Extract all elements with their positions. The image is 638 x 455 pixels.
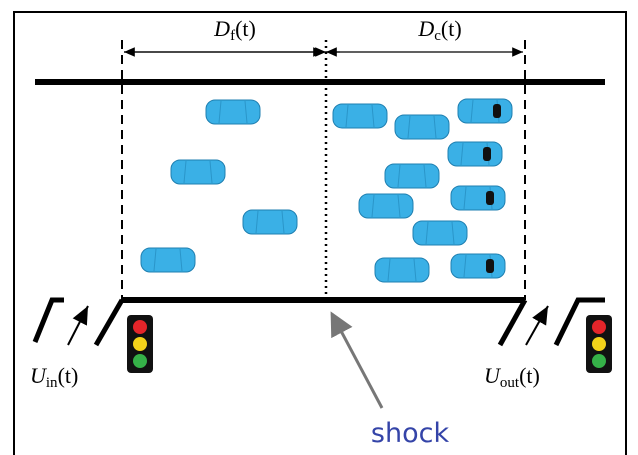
traffic-light: [127, 315, 153, 373]
entry-curb: [96, 300, 122, 345]
label-df: Df(t): [213, 16, 256, 44]
inflow-arrow: [68, 306, 88, 345]
shock-arrow: [332, 314, 382, 408]
frame: [14, 12, 626, 455]
label-dc: Dc(t): [417, 16, 461, 44]
label-shock: shock: [371, 418, 450, 449]
exit-curb: [500, 300, 525, 345]
outflow-arrow: [526, 306, 548, 345]
diagram: Df(t) Dc(t) Uin(t) Uout(t) shock: [0, 0, 638, 455]
traffic-light: [586, 315, 612, 373]
label-uin: Uin(t): [30, 363, 78, 391]
label-uout: Uout(t): [484, 363, 540, 391]
entry-curb: [35, 300, 64, 342]
